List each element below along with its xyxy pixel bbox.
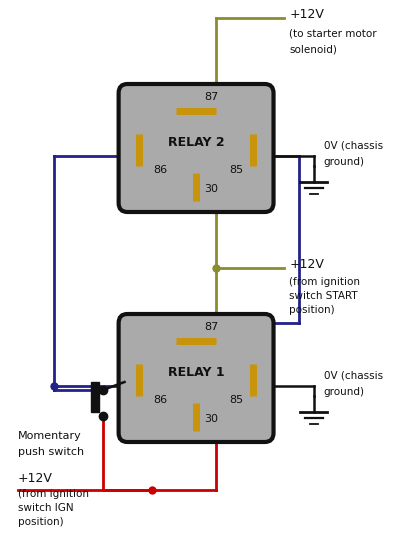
Text: +12V: +12V xyxy=(289,258,324,270)
Text: 87: 87 xyxy=(204,92,218,102)
Text: +12V: +12V xyxy=(18,472,53,485)
Text: 30: 30 xyxy=(204,414,218,424)
Text: (to starter motor: (to starter motor xyxy=(289,29,377,39)
Text: ground): ground) xyxy=(324,157,365,167)
Text: (from ignition: (from ignition xyxy=(289,277,360,287)
FancyBboxPatch shape xyxy=(119,314,273,442)
Text: RELAY 1: RELAY 1 xyxy=(168,366,224,379)
Text: (from ignition: (from ignition xyxy=(18,489,89,499)
Text: position): position) xyxy=(18,517,63,527)
Text: 0V (chassis: 0V (chassis xyxy=(324,141,382,151)
Text: 85: 85 xyxy=(229,395,244,405)
Text: 86: 86 xyxy=(153,165,167,175)
Text: 85: 85 xyxy=(229,165,244,175)
Text: solenoid): solenoid) xyxy=(289,45,337,55)
Text: switch IGN: switch IGN xyxy=(18,503,73,513)
Text: +12V: +12V xyxy=(289,8,324,21)
Text: ground): ground) xyxy=(324,387,365,397)
Text: 86: 86 xyxy=(153,395,167,405)
Text: switch START: switch START xyxy=(289,291,358,301)
Text: 87: 87 xyxy=(204,322,218,332)
Text: RELAY 2: RELAY 2 xyxy=(168,135,224,148)
Text: 30: 30 xyxy=(204,184,218,194)
Text: Momentary: Momentary xyxy=(18,431,82,441)
Text: 0V (chassis: 0V (chassis xyxy=(324,371,382,381)
Text: push switch: push switch xyxy=(18,447,84,457)
Text: position): position) xyxy=(289,305,335,315)
FancyBboxPatch shape xyxy=(119,84,273,212)
FancyBboxPatch shape xyxy=(91,382,99,412)
